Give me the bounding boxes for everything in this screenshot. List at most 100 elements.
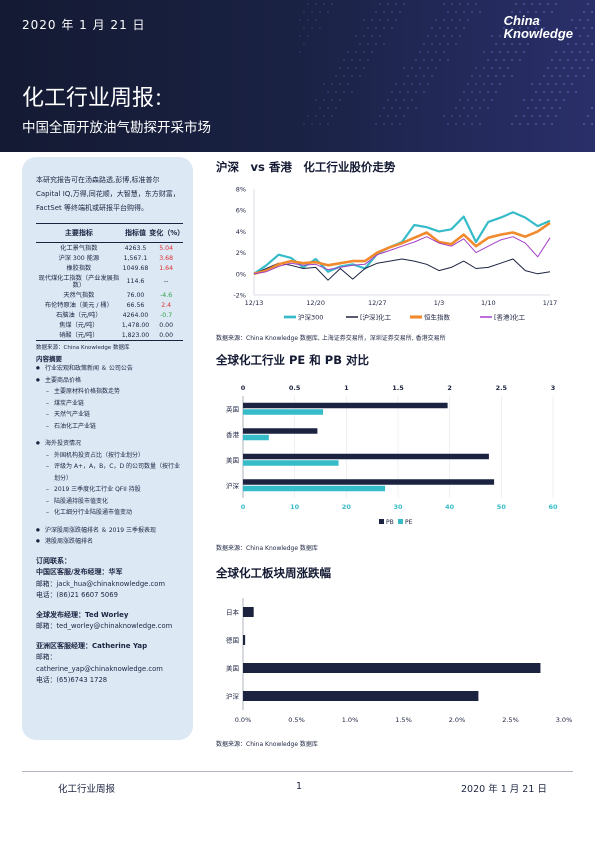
- legend-swatch-pb: [379, 519, 384, 524]
- y-tick-label: 2%: [236, 249, 246, 257]
- report-title: 化工行业周报：: [22, 86, 173, 111]
- table-cell-name: 现代煤化工指数（产业发展指数）: [38, 274, 120, 289]
- apac-contact-phone: 电话：(65)6743 1728: [36, 676, 108, 684]
- table-cell-change: 3.68: [159, 254, 174, 262]
- cn-contact-phone: 电话：(86)21 6607 5069: [36, 591, 118, 599]
- table-cell-name: 焦煤（元/吨）: [59, 321, 99, 329]
- toc-item: 沪深股周涨跌幅排名 ＆ 2019 三季报表现: [36, 525, 183, 537]
- top-axis-tick: 0: [241, 384, 246, 392]
- table-cell-name: 石脑油（元/吨）: [56, 311, 102, 319]
- pb-bar: [243, 428, 318, 434]
- toc-item: 海外投资情况: [36, 438, 183, 450]
- table-row: 橡胶指数 1049.68 1.64: [36, 263, 183, 273]
- table-cell-change: 1.64: [159, 264, 174, 272]
- toc-item: 主要原材料价格指数走势: [36, 386, 183, 398]
- pe-pb-chart-source: 数据来源：China Knowledge 数据库: [216, 545, 318, 552]
- y-tick-label: 8%: [236, 186, 246, 194]
- bottom-axis-tick: 20: [342, 503, 352, 511]
- pb-bar: [243, 453, 489, 460]
- stock-trend-line-chart: -2% 0% 2% 4% 6% 8% 12/13 12/20 12/27 1/3 1/10 1/17 沪…: [233, 186, 557, 322]
- footer-title: 化工行业周报: [58, 784, 116, 795]
- china-knowledge-logo: China Knowledge: [503, 13, 573, 41]
- x-tick-label: 0.0%: [235, 716, 252, 724]
- top-axis-tick: 2: [447, 384, 452, 392]
- category-label: 沪深: [226, 692, 240, 701]
- bottom-axis-tick: 30: [393, 503, 403, 511]
- toc-title: 内容摘要: [36, 355, 62, 363]
- table-row: 石脑油（元/吨） 4264.00 -0.7: [36, 310, 183, 320]
- table-cell-name: 硝酸（元/吨）: [36, 330, 122, 341]
- pe-bar: [243, 434, 269, 441]
- top-axis-tick: 0.5: [289, 384, 301, 392]
- x-tick-label: 12/27: [368, 299, 387, 307]
- global-contact-email[interactable]: 邮箱：ted_worley@chinaknowledge.com: [36, 622, 173, 630]
- legend-swatch-pe: [398, 519, 403, 524]
- bottom-axis-tick: 40: [445, 503, 455, 511]
- pe-bar: [243, 485, 386, 492]
- bottom-axis-tick: 50: [497, 503, 507, 511]
- table-cell-name: 布伦特原油（美元 / 桶）: [44, 301, 113, 309]
- table-row: 布伦特原油（美元 / 桶） 66.56 2.4: [36, 300, 183, 310]
- category-label: 日本: [226, 608, 240, 617]
- x-tick-label: 3.0%: [556, 716, 573, 724]
- table-cell-change: 0.00: [149, 330, 183, 341]
- key-indicators-table: 主要指标 指标值 变化（%） 化工景气指数 4263.5 5.04 沪深 300 能源…: [36, 223, 184, 341]
- footer-divider: [22, 771, 573, 772]
- pe-pb-chart-title: 全球化工行业 PE 和 PB 对比: [216, 353, 369, 367]
- table-cell-change: 5.04: [159, 244, 174, 252]
- table-cell-value: 114.6: [126, 278, 145, 285]
- change-bar: [243, 607, 254, 617]
- legend-label: [香港]化工: [494, 313, 526, 322]
- table-row: 化工景气指数 4263.5 5.04: [36, 243, 183, 254]
- legend-label-pe: PE: [405, 519, 413, 526]
- line-chart-title: 沪深 vs 香港 化工行业股价走势: [216, 160, 396, 174]
- category-label: 沪深: [226, 481, 240, 490]
- toc-item: 外国机构投资占比（按行业划分）: [36, 450, 183, 462]
- table-cell-change: --: [163, 278, 169, 285]
- toc-item: 主要商品价格: [36, 375, 183, 387]
- table-cell-value: 1049.68: [122, 264, 149, 272]
- report-date: 2020 年 1 月 21 日: [22, 18, 146, 32]
- table-cell-value: 1,567.1: [123, 254, 148, 262]
- pe-bar: [243, 409, 324, 415]
- category-label: 香港: [226, 430, 240, 439]
- toc-item: 天然气产业链: [36, 409, 183, 421]
- apac-contact-email[interactable]: 邮箱：catherine_yap@chinaknowledge.com: [36, 653, 163, 673]
- bottom-axis-tick: 0: [241, 503, 246, 511]
- x-tick-label: 1.0%: [342, 716, 359, 724]
- sidebar-panel: 本研究报告可在汤森路透,彭博,标准普尔 Capital IQ,万得,同花顺，大智…: [22, 157, 193, 740]
- x-tick-label: 1.5%: [395, 716, 412, 724]
- category-label: 美国: [226, 455, 239, 464]
- series-line: [253, 221, 551, 276]
- y-tick-label: 6%: [236, 207, 246, 215]
- legend-label-pb: PB: [386, 519, 394, 526]
- toc-item: 石油化工产业链: [36, 421, 183, 433]
- x-tick-label: 12/13: [245, 299, 264, 307]
- bottom-axis-tick: 10: [290, 503, 300, 511]
- table-source: 数据来源：China Knowledge 数据库: [36, 345, 130, 351]
- toc-item: 行业宏观和政策新闻 ＆ 公司公告: [36, 363, 183, 375]
- toc-item: 2019 三季度化工行业 QFII 持股: [36, 484, 183, 496]
- contact-title: 订阅联系：: [36, 556, 71, 565]
- table-cell-value: 66.56: [126, 301, 145, 309]
- line-chart-source: 数据来源：China Knowledge 数据库, 上海证券交易所，深圳证券交易…: [216, 335, 446, 342]
- top-axis-tick: 1.5: [392, 384, 404, 392]
- toc-item: 煤炭产业链: [36, 398, 183, 410]
- change-bar: [243, 663, 541, 673]
- table-cell-value: 1,823.00: [121, 330, 150, 341]
- table-cell-value: 76.00: [126, 291, 145, 299]
- x-tick-label: 1/3: [434, 299, 444, 307]
- toc-item: 评级为 A+，A，B，C，D 的公司数量（按行业划分）: [36, 461, 183, 484]
- table-cell-value: 4264.00: [122, 311, 149, 319]
- change-bar: [243, 691, 479, 701]
- table-row: 焦煤（元/吨） 1,478.00 0.00: [36, 320, 183, 330]
- sidebar-intro: 本研究报告可在汤森路透,彭博,标准普尔 Capital IQ,万得,同花顺，大智…: [36, 176, 180, 212]
- weekly-chart-source: 数据来源：China Knowledge 数据库: [216, 741, 318, 748]
- cn-contact-email[interactable]: 邮箱：jack_hua@chinaknowledge.com: [36, 579, 166, 588]
- table-cell-value: 4263.5: [124, 244, 147, 252]
- global-contact-label: 全球发布经理：Ted Worley: [36, 610, 129, 619]
- toc-list: 行业宏观和政策新闻 ＆ 公司公告主要商品价格主要原材料价格指数走势煤炭产业链天然…: [36, 363, 183, 548]
- bottom-axis-tick: 60: [548, 503, 558, 511]
- top-axis-tick: 3: [551, 384, 556, 392]
